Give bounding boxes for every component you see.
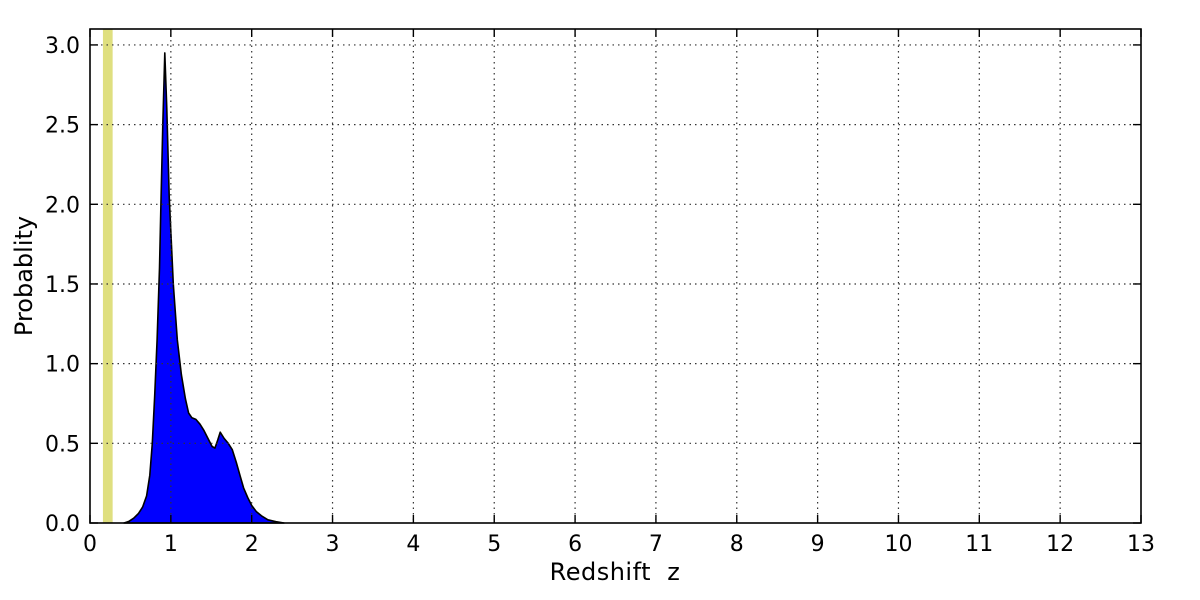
x-tick-label: 12: [1046, 532, 1074, 557]
reference-redshift-band: [102, 29, 113, 523]
x-tick-label: 1: [164, 532, 178, 557]
x-tick-label: 6: [568, 532, 582, 557]
y-tick-label: 2.0: [45, 193, 80, 218]
x-tick-label: 9: [811, 532, 825, 557]
y-tick-label: 0.0: [45, 512, 80, 537]
y-tick-label: 1.0: [45, 353, 80, 378]
y-tick-label: 1.5: [45, 273, 80, 298]
y-tick-label: 0.5: [45, 432, 80, 457]
x-axis-label: Redshift z: [549, 558, 681, 586]
redshift-probability-density: [123, 52, 285, 524]
x-tick-label: 3: [326, 532, 340, 557]
plot-frame: [89, 28, 1142, 524]
y-tick-label: 2.5: [45, 114, 80, 139]
x-tick-label: 5: [487, 532, 501, 557]
x-tick-label: 0: [83, 532, 97, 557]
x-tick-label: 2: [245, 532, 259, 557]
x-tick-label: 8: [730, 532, 744, 557]
x-tick-label: 11: [965, 532, 993, 557]
x-tick-label: 7: [649, 532, 663, 557]
x-tick-label: 4: [406, 532, 420, 557]
x-tick-label: 13: [1127, 532, 1155, 557]
x-tick-label: 10: [884, 532, 912, 557]
y-tick-label: 3.0: [45, 34, 80, 59]
y-axis-label: Probablity: [10, 215, 38, 337]
